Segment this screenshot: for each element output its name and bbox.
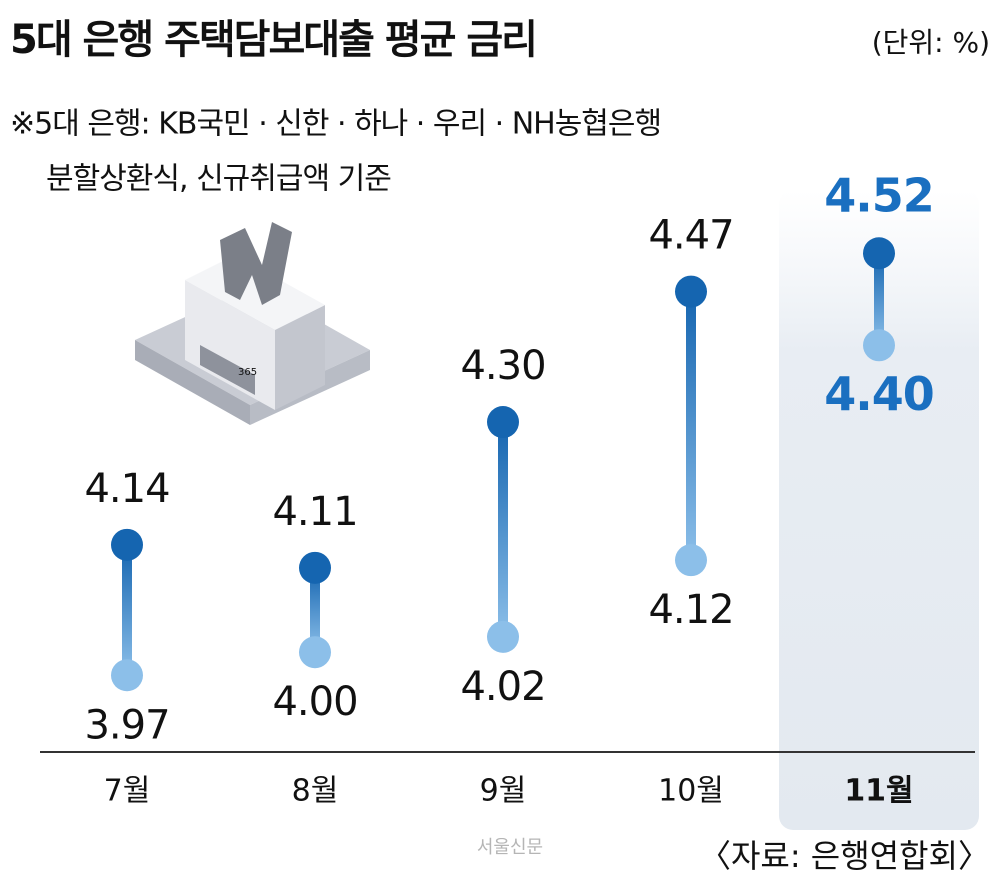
x-tick-label: 10월 <box>658 774 724 809</box>
dot-low <box>863 329 895 362</box>
value-label: 4.02 <box>460 664 545 710</box>
stem <box>310 567 320 653</box>
note: 분할상환식, 신규취급액 기준 <box>46 162 391 197</box>
x-tick-label: 8월 <box>292 774 339 809</box>
x-tick-label: 7월 <box>104 774 151 809</box>
value-label: 4.47 <box>648 213 733 259</box>
unit-label: (단위: %) <box>872 26 990 59</box>
dot-high <box>863 237 895 270</box>
chart-title: 5대 은행 주택담보대출 평균 금리 <box>10 17 536 63</box>
dot-high <box>299 551 331 584</box>
dot-low <box>299 636 331 669</box>
stem <box>874 253 884 346</box>
dot-low <box>487 620 519 653</box>
note: ※5대 은행: KB국민 · 신한 · 하나 · 우리 · NH농협은행 <box>10 107 661 142</box>
value-label: 4.30 <box>460 343 545 389</box>
stem <box>686 291 696 561</box>
stem <box>498 422 508 637</box>
x-tick-label: 11월 <box>844 774 913 809</box>
value-label: 3.97 <box>84 702 169 748</box>
value-label: 4.52 <box>824 169 934 223</box>
stem <box>122 544 132 676</box>
source: 〈자료: 은행연합회〉 <box>699 837 990 875</box>
dot-high <box>111 528 143 561</box>
dot-high <box>487 406 519 439</box>
value-label: 4.14 <box>84 466 169 512</box>
dot-low <box>675 544 707 577</box>
value-label: 4.12 <box>648 587 733 633</box>
value-label: 4.00 <box>272 679 357 725</box>
icon-text: 365 <box>238 367 257 378</box>
value-label: 4.40 <box>824 367 934 421</box>
credit: 서울신문 <box>477 837 543 858</box>
dot-low <box>111 659 143 692</box>
x-tick-label: 9월 <box>480 774 527 809</box>
dot-high <box>675 275 707 308</box>
value-label: 4.11 <box>272 489 357 535</box>
highlight-panel <box>779 190 979 830</box>
building-icon: 365 <box>135 222 370 425</box>
